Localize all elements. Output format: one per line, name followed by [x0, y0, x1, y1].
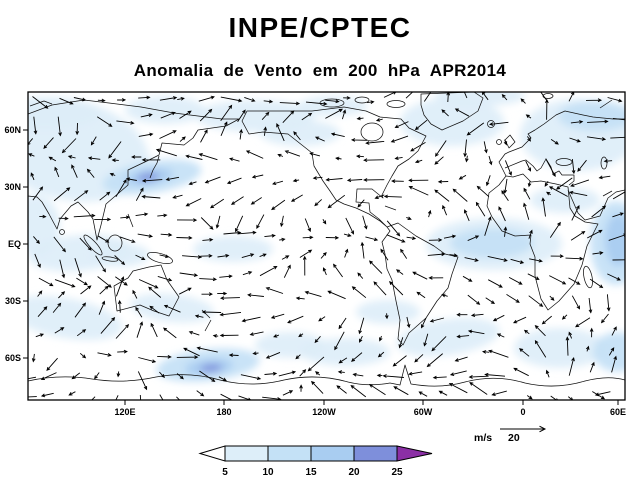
legend-tick-label: 20 — [348, 467, 360, 478]
x-axis-tick-label: 60E — [610, 407, 626, 417]
island-java — [101, 256, 119, 262]
legend-tick-label: 25 — [391, 467, 403, 478]
shaded-wind-anomaly-region — [356, 300, 420, 324]
legend-tick-label: 10 — [262, 467, 274, 478]
page-title: INPE/CPTEC — [228, 12, 412, 43]
legend-color-segment — [353, 445, 398, 462]
shaded-wind-anomaly-region — [28, 295, 123, 341]
shaded-wind-anomaly-region — [137, 172, 159, 182]
shaded-wind-anomaly-region — [130, 293, 214, 323]
y-axis-tick-label: EQ — [8, 239, 21, 249]
caspian-sea — [600, 156, 608, 170]
shading-layer — [28, 92, 625, 382]
x-axis-tick-label: 60W — [414, 407, 433, 417]
shaded-wind-anomaly-region — [514, 328, 606, 368]
shaded-wind-anomaly-region — [558, 101, 625, 131]
island-svalbard — [542, 93, 554, 99]
y-axis: 60N 30N EQ 30S 60S — [4, 125, 28, 363]
coastline-greenland — [420, 92, 484, 131]
legend-tick-label: 15 — [305, 467, 317, 478]
x-axis-tick-label: 0 — [520, 407, 525, 417]
shaded-wind-anomaly-region — [300, 338, 390, 366]
coastline-philippines — [127, 213, 134, 228]
legend-color-segment — [267, 445, 312, 462]
legend-tick-label: 5 — [222, 467, 228, 478]
reference-vector-units: m/s — [474, 432, 492, 444]
black-sea — [555, 158, 573, 166]
shaded-wind-anomaly-region — [200, 363, 222, 373]
y-axis-tick-label: 60S — [5, 353, 21, 363]
island-sri-lanka — [59, 229, 65, 235]
shaded-wind-anomaly-region — [193, 236, 273, 262]
coastline-australia — [113, 264, 180, 317]
shaded-wind-anomaly-region — [450, 228, 534, 258]
chart-subtitle: Anomalia de Vento em 200 hPa APR2014 — [133, 61, 507, 80]
legend-over-range-arrow — [396, 445, 433, 462]
y-axis-tick-label: 30S — [5, 296, 21, 306]
shaded-wind-anomaly-region — [90, 243, 150, 267]
y-axis-tick-label: 30N — [4, 182, 21, 192]
shaded-wind-anomaly-region — [298, 96, 368, 116]
shaded-wind-anomaly-region — [530, 187, 600, 213]
x-axis-tick-label: 180 — [216, 407, 231, 417]
reference-vector-value: 20 — [508, 432, 520, 444]
coastline-arabia — [567, 189, 625, 221]
x-axis-tick-label: 120W — [312, 407, 336, 417]
coastline-antarctica — [28, 364, 625, 387]
y-axis-tick-label: 60N — [4, 125, 21, 135]
wind-vector-layer — [28, 92, 625, 400]
x-axis-tick-label: 120E — [114, 407, 135, 417]
island-novaya-zemlya — [29, 99, 613, 109]
arctic-island-2 — [354, 96, 370, 104]
island-new-guinea — [147, 252, 173, 264]
coastline-americas — [241, 106, 459, 346]
legend-under-range-arrow — [198, 445, 226, 462]
map-frame — [27, 91, 626, 401]
reference-vector-arrow-icon — [500, 425, 547, 433]
hudson-bay — [360, 122, 384, 142]
shaded-wind-anomaly-region — [125, 96, 205, 124]
coastline-africa — [486, 173, 599, 311]
arctic-island-3 — [386, 100, 406, 108]
island-ireland — [496, 139, 502, 145]
legend-color-segment — [224, 445, 269, 462]
wind-vector-arrows — [28, 92, 625, 400]
color-legend: 5 10 15 20 25 — [198, 445, 433, 478]
legend-color-segment — [310, 445, 355, 462]
shaded-wind-anomaly-region — [28, 97, 100, 129]
reference-vector: m/s 20 — [474, 425, 547, 444]
island-cuba — [384, 205, 397, 211]
island-borneo — [107, 234, 123, 252]
shaded-wind-anomaly-region — [605, 214, 625, 266]
island-madagascar — [583, 265, 593, 289]
coastline-europe-atlantic — [498, 110, 625, 177]
x-axis: 120E 180 120W 60W 0 60E — [114, 400, 626, 417]
shaded-wind-anomaly-region — [593, 332, 625, 372]
